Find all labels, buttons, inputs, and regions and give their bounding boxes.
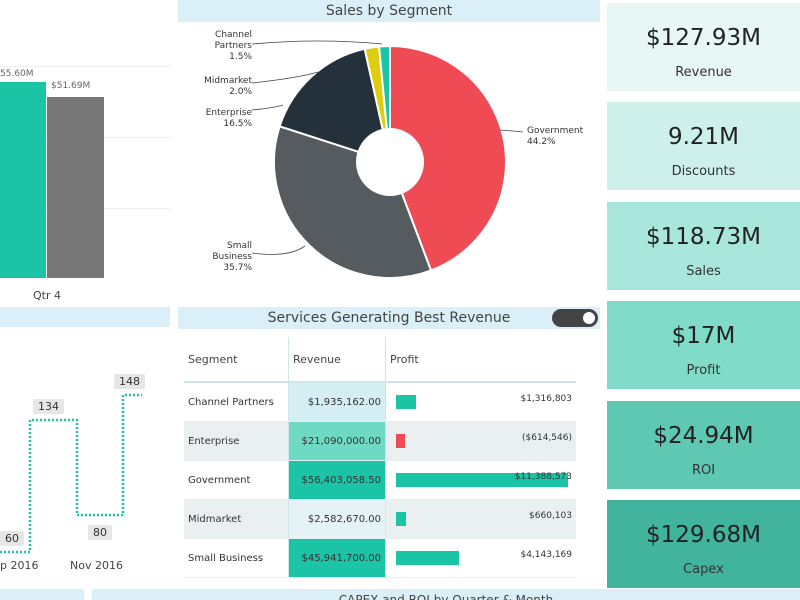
kpi-value: $118.73M: [646, 224, 761, 250]
pie-label-enterprise: Enterprise 16.5%: [205, 108, 252, 129]
pie-hole: [356, 128, 424, 196]
profit-cell: $660,103: [385, 499, 576, 539]
data-label: 134: [33, 399, 64, 414]
leader-lines: [251, 40, 524, 255]
roi-line-chart: 148 134 80 60 p 2016 Nov 2016: [0, 307, 170, 587]
kpi-label: Revenue: [675, 65, 732, 80]
services-best-revenue-panel: Services Generating Best Revenue Segment…: [178, 307, 600, 587]
bar-value-label: $51.69M: [51, 81, 91, 91]
kpi-card-capex[interactable]: $129.68M Capex: [607, 500, 800, 588]
pie-slice-small-business[interactable]: [273, 125, 433, 279]
pie-slice-government[interactable]: [389, 44, 507, 272]
kpi-card-profit[interactable]: $17M Profit: [607, 301, 800, 389]
profit-value: $11,388,573: [514, 472, 572, 482]
quarter-bar-chart: 55.60M $51.69M Qtr 4: [0, 0, 170, 302]
profit-cell: ($614,546): [385, 421, 576, 461]
segment-cell: Small Business: [184, 538, 289, 578]
data-label: 148: [114, 374, 145, 389]
kpi-card-roi[interactable]: $24.94M ROI: [607, 401, 800, 489]
profit-cell: $1,316,803: [385, 382, 576, 422]
kpi-value: $127.93M: [646, 25, 761, 51]
kpi-label: Capex: [683, 562, 724, 577]
revenue-cell: $1,935,162.00: [288, 382, 386, 422]
profit-value: $1,316,803: [520, 394, 572, 404]
revenue-cell: $2,582,670.00: [288, 499, 386, 539]
panel-title: Sales by Segment: [178, 0, 600, 22]
kpi-value: $24.94M: [653, 423, 754, 449]
kpi-value: $17M: [671, 323, 736, 349]
profit-cell: $4,143,169: [385, 538, 576, 578]
data-label: 80: [88, 525, 112, 540]
pie-slice-enterprise[interactable]: [278, 47, 392, 164]
panel-title: Services Generating Best Revenue: [178, 307, 600, 329]
segment-cell: Government: [184, 460, 289, 500]
segment-cell: Enterprise: [184, 421, 289, 461]
column-header-segment[interactable]: Segment: [184, 337, 289, 383]
kpi-card-revenue[interactable]: $127.93M Revenue: [607, 3, 800, 91]
kpi-label: Profit: [686, 363, 721, 378]
pie-label-midmarket: Midmarket 2.0%: [204, 76, 252, 97]
table-row[interactable]: Enterprise $21,090,000.00 ($614,546): [184, 421, 576, 461]
profit-cell: $11,388,573: [385, 460, 576, 500]
kpi-label: ROI: [691, 463, 716, 478]
gridline: [0, 66, 170, 67]
line-chart-svg: [0, 393, 142, 554]
bar-qtr4-previous[interactable]: [47, 97, 104, 278]
revenue-cell: $45,941,700.00: [288, 538, 386, 578]
column-header-profit[interactable]: Profit: [385, 337, 576, 383]
kpi-card-sales[interactable]: $118.73M Sales: [607, 202, 800, 290]
bottom-panel-title: CAPEX and ROI by Quarter & Month: [92, 589, 800, 600]
profit-bar: [396, 551, 459, 565]
table-row[interactable]: Small Business $45,941,700.00 $4,143,169: [184, 538, 576, 578]
profit-bar: [396, 473, 568, 487]
services-table: Segment Revenue Profit Channel Partners $…: [184, 337, 576, 578]
profit-bar: [396, 512, 406, 526]
profit-value: $4,143,169: [520, 550, 572, 560]
profit-bar: [396, 434, 406, 448]
kpi-label: Sales: [686, 264, 721, 279]
segment-cell: Midmarket: [184, 499, 289, 539]
revenue-cell: $21,090,000.00: [288, 421, 386, 461]
segment-cell: Channel Partners: [184, 382, 289, 422]
pie-label-small-business: Small Business 35.7%: [212, 241, 252, 273]
segment-pie-chart: [251, 40, 524, 279]
pie-label-government: Government 44.2%: [527, 126, 584, 147]
column-header-revenue[interactable]: Revenue: [288, 337, 386, 383]
bar-value-label: 55.60M: [0, 69, 34, 79]
panel-title-bar: [0, 307, 170, 327]
sales-by-segment-panel: Sales by Segment Channel Partners 1.5% M…: [178, 0, 600, 300]
x-axis-label: p 2016: [0, 559, 39, 572]
view-toggle[interactable]: [552, 309, 598, 327]
profit-bar: [396, 395, 416, 409]
profit-value: ($614,546): [522, 433, 572, 443]
series-line: [0, 393, 142, 554]
kpi-value: $129.68M: [646, 522, 761, 548]
revenue-cell: $56,403,058.50: [288, 460, 386, 500]
pie-label-channel-partners: Channel Partners 1.5%: [214, 30, 252, 62]
kpi-card-discounts[interactable]: 9.21M Discounts: [607, 102, 800, 190]
profit-value: $660,103: [529, 511, 572, 521]
kpi-value: 9.21M: [667, 124, 740, 150]
x-axis-label: Nov 2016: [70, 559, 123, 572]
kpi-label: Discounts: [671, 164, 736, 179]
table-row[interactable]: Midmarket $2,582,670.00 $660,103: [184, 499, 576, 539]
bar-qtr4-current[interactable]: [0, 82, 46, 278]
table-row[interactable]: Government $56,403,058.50 $11,388,573: [184, 460, 576, 500]
toggle-knob: [583, 312, 595, 324]
x-axis-label: Qtr 4: [33, 289, 61, 302]
bottom-panel-title-left: [0, 589, 84, 600]
table-row[interactable]: Channel Partners $1,935,162.00 $1,316,803: [184, 382, 576, 422]
data-label: 60: [0, 531, 24, 546]
